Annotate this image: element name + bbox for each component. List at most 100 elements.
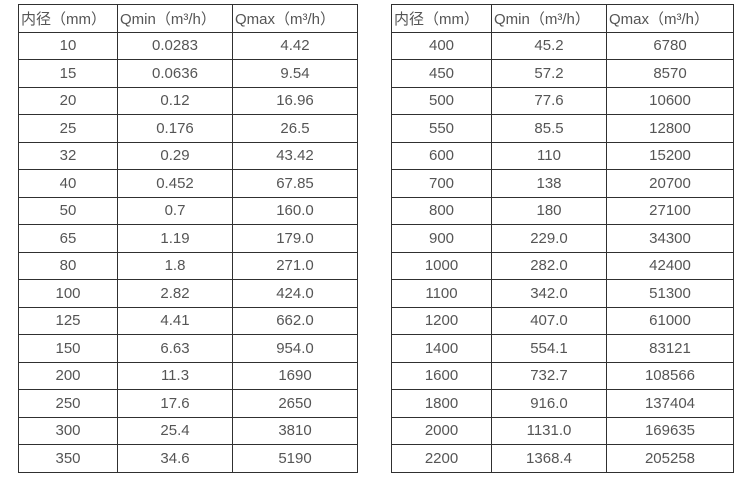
- table-cell: 20700: [606, 169, 734, 198]
- table-cell: 0.0636: [117, 59, 233, 88]
- table-cell: 61000: [606, 306, 734, 335]
- table-cell: 110: [491, 141, 607, 170]
- table-cell: 150: [18, 334, 118, 363]
- spec-table-large-diameters: 内径（mm） Qmin（m³/h） Qmax（m³/h） 400 45.2 6780…: [391, 4, 734, 473]
- table-cell: 500: [391, 86, 492, 115]
- table-cell: 1800: [391, 389, 492, 418]
- table-row: 50 0.7 160.0: [18, 196, 358, 225]
- table-cell: 6.63: [117, 334, 233, 363]
- table-row: 550 85.5 12800: [391, 114, 734, 143]
- table-cell: 80: [18, 251, 118, 280]
- table-cell: 900: [391, 224, 492, 253]
- table-cell: 25.4: [117, 416, 233, 445]
- table-cell: 27100: [606, 196, 734, 225]
- table-cell: 450: [391, 59, 492, 88]
- table-row: 10 0.0283 4.42: [18, 31, 358, 60]
- header-qmax: Qmax（m³/h）: [606, 4, 734, 33]
- table-cell: 3810: [232, 416, 358, 445]
- table-row: 150 6.63 954.0: [18, 334, 358, 363]
- table-cell: 34.6: [117, 444, 233, 473]
- table-cell: 138: [491, 169, 607, 198]
- table-cell: 0.0283: [117, 31, 233, 60]
- table-cell: 125: [18, 306, 118, 335]
- table-cell: 271.0: [232, 251, 358, 280]
- table-cell: 1400: [391, 334, 492, 363]
- table-row: 1600 732.7 108566: [391, 361, 734, 390]
- table-cell: 8570: [606, 59, 734, 88]
- table-cell: 2200: [391, 444, 492, 473]
- table-cell: 32: [18, 141, 118, 170]
- table-row: 600 110 15200: [391, 141, 734, 170]
- table-cell: 1690: [232, 361, 358, 390]
- header-qmin: Qmin（m³/h）: [117, 4, 233, 33]
- table-cell: 0.452: [117, 169, 233, 198]
- table-row: 80 1.8 271.0: [18, 251, 358, 280]
- table-cell: 9.54: [232, 59, 358, 88]
- table-cell: 57.2: [491, 59, 607, 88]
- table-header-row: 内径（mm） Qmin（m³/h） Qmax（m³/h）: [391, 4, 734, 33]
- table-cell: 2.82: [117, 279, 233, 308]
- table-cell: 43.42: [232, 141, 358, 170]
- table-row: 800 180 27100: [391, 196, 734, 225]
- header-inner-diameter: 内径（mm）: [18, 4, 118, 33]
- table-cell: 67.85: [232, 169, 358, 198]
- table-cell: 179.0: [232, 224, 358, 253]
- table-cell: 1.8: [117, 251, 233, 280]
- table-cell: 732.7: [491, 361, 607, 390]
- table-row: 2200 1368.4 205258: [391, 444, 734, 473]
- table-large-diameters: 内径（mm） Qmin（m³/h） Qmax（m³/h） 400 45.2 6780…: [391, 4, 734, 473]
- table-cell: 50: [18, 196, 118, 225]
- table-row: 400 45.2 6780: [391, 31, 734, 60]
- table-row: 1200 407.0 61000: [391, 306, 734, 335]
- table-row: 900 229.0 34300: [391, 224, 734, 253]
- table-cell: 250: [18, 389, 118, 418]
- table-cell: 4.42: [232, 31, 358, 60]
- table-cell: 342.0: [491, 279, 607, 308]
- table-cell: 0.7: [117, 196, 233, 225]
- table-cell: 1100: [391, 279, 492, 308]
- table-cell: 25: [18, 114, 118, 143]
- table-row: 20 0.12 16.96: [18, 86, 358, 115]
- table-row: 700 138 20700: [391, 169, 734, 198]
- table-cell: 4.41: [117, 306, 233, 335]
- table-row: 500 77.6 10600: [391, 86, 734, 115]
- table-cell: 40: [18, 169, 118, 198]
- table-cell: 100: [18, 279, 118, 308]
- table-row: 100 2.82 424.0: [18, 279, 358, 308]
- table-cell: 400: [391, 31, 492, 60]
- table-row: 15 0.0636 9.54: [18, 59, 358, 88]
- table-row: 250 17.6 2650: [18, 389, 358, 418]
- table-cell: 15: [18, 59, 118, 88]
- table-row: 32 0.29 43.42: [18, 141, 358, 170]
- table-header-row: 内径（mm） Qmin（m³/h） Qmax（m³/h）: [18, 4, 358, 33]
- table-cell: 1.19: [117, 224, 233, 253]
- table-cell: 10: [18, 31, 118, 60]
- table-cell: 1200: [391, 306, 492, 335]
- table-cell: 51300: [606, 279, 734, 308]
- table-cell: 1368.4: [491, 444, 607, 473]
- table-row: 25 0.176 26.5: [18, 114, 358, 143]
- table-cell: 600: [391, 141, 492, 170]
- table-cell: 200: [18, 361, 118, 390]
- table-cell: 5190: [232, 444, 358, 473]
- table-cell: 350: [18, 444, 118, 473]
- table-row: 40 0.452 67.85: [18, 169, 358, 198]
- table-cell: 16.96: [232, 86, 358, 115]
- spec-table-small-diameters: 内径（mm） Qmin（m³/h） Qmax（m³/h） 10 0.0283 4.4…: [18, 4, 358, 473]
- table-cell: 10600: [606, 86, 734, 115]
- header-qmin: Qmin（m³/h）: [491, 4, 607, 33]
- table-cell: 662.0: [232, 306, 358, 335]
- table-cell: 108566: [606, 361, 734, 390]
- table-row: 1400 554.1 83121: [391, 334, 734, 363]
- table-cell: 169635: [606, 416, 734, 445]
- table-row: 200 11.3 1690: [18, 361, 358, 390]
- table-cell: 954.0: [232, 334, 358, 363]
- table-cell: 0.12: [117, 86, 233, 115]
- table-row: 2000 1131.0 169635: [391, 416, 734, 445]
- table-cell: 300: [18, 416, 118, 445]
- table-row: 1800 916.0 137404: [391, 389, 734, 418]
- table-cell: 65: [18, 224, 118, 253]
- table-cell: 205258: [606, 444, 734, 473]
- table-cell: 160.0: [232, 196, 358, 225]
